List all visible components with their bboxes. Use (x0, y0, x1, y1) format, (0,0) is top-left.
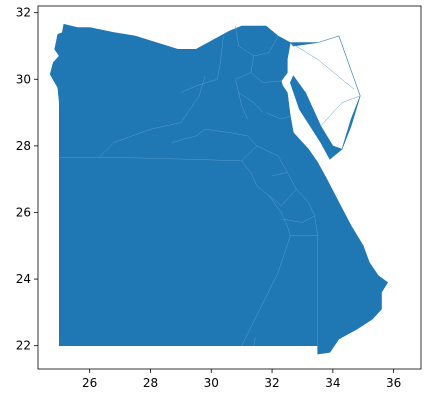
region-border (272, 172, 288, 177)
country-polygon (49, 23, 389, 355)
map-layer (49, 23, 389, 355)
region-border (59, 157, 242, 162)
region-border (250, 55, 282, 83)
region-border (290, 42, 355, 90)
x-axis: 26 28 30 32 34 36 (82, 369, 401, 390)
x-tick-label: 28 (143, 376, 158, 390)
region-border (98, 75, 206, 158)
y-tick-label: 32 (16, 6, 31, 20)
region-border (265, 112, 291, 120)
y-tick-label: 28 (16, 139, 31, 153)
region-border (171, 128, 206, 143)
x-tick-label: 36 (386, 376, 401, 390)
y-tick-label: 30 (16, 72, 31, 86)
x-tick-label: 32 (264, 376, 279, 390)
region-border (205, 128, 258, 162)
region-border (253, 337, 256, 346)
x-tick-label: 34 (325, 376, 340, 390)
region-border (320, 95, 361, 127)
region-border (238, 92, 248, 120)
y-tick-label: 22 (16, 339, 31, 353)
region-border (217, 35, 224, 80)
region-border (282, 215, 315, 223)
region-border (241, 235, 291, 346)
y-tick-label: 26 (16, 205, 31, 219)
y-tick-label: 24 (16, 272, 31, 286)
y-axis: 22 24 26 28 30 32 (16, 6, 38, 353)
region-border (268, 189, 297, 207)
region-border (180, 79, 218, 93)
x-tick-label: 26 (82, 376, 97, 390)
x-tick-label: 30 (204, 376, 219, 390)
axes-frame (37, 5, 422, 370)
